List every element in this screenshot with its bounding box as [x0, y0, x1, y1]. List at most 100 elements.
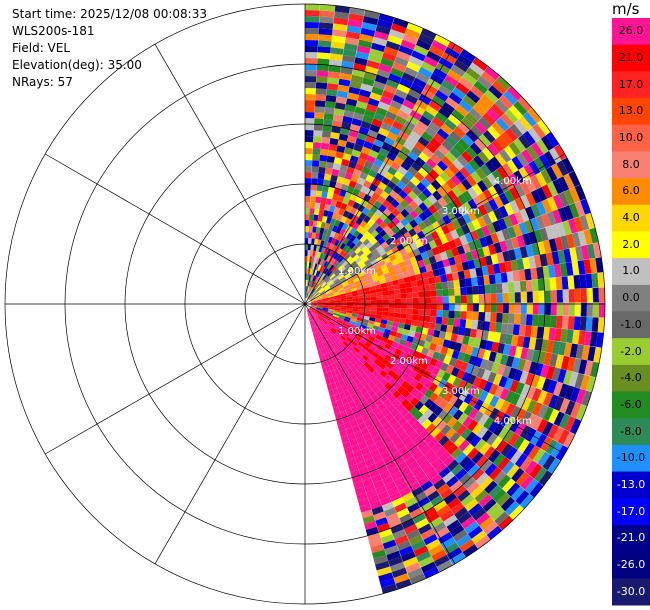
gate-cell: [402, 346, 410, 354]
gate-cell: [394, 293, 401, 299]
gate-cell: [416, 455, 428, 466]
gate-cell: [557, 429, 570, 445]
gate-cell: [454, 506, 469, 520]
gate-cell: [357, 374, 365, 383]
gate-cell: [376, 245, 384, 253]
gate-cell: [447, 374, 457, 385]
gate-cell: [362, 477, 374, 487]
gate-cell: [490, 293, 497, 303]
gate-cell: [327, 236, 334, 244]
gate-cell: [451, 109, 465, 122]
gate-cell: [393, 284, 400, 290]
gate-cell: [453, 254, 462, 265]
gate-cell: [381, 176, 391, 186]
gate-cell: [409, 573, 426, 585]
gate-cell: [358, 243, 366, 251]
azimuth-spoke: [45, 303, 306, 455]
gate-cell: [378, 147, 390, 157]
colorbar: [612, 18, 650, 606]
gate-cell: [416, 550, 432, 563]
gate-cell: [315, 309, 322, 313]
gate-cell: [522, 442, 535, 457]
gate-cell: [426, 183, 437, 195]
gate-cell: [320, 266, 326, 273]
gate-cell: [418, 376, 428, 386]
gate-cell: [325, 332, 331, 339]
gate-cell: [563, 370, 573, 385]
gate-cell: [305, 124, 314, 131]
gate-cell: [551, 163, 563, 179]
gate-cell: [478, 390, 489, 402]
gate-cell: [536, 376, 546, 390]
gate-cell: [525, 244, 534, 257]
gate-cell: [581, 390, 592, 407]
gate-cell: [536, 418, 549, 434]
gate-cell: [308, 274, 311, 281]
gate-cell: [333, 311, 340, 315]
gate-cell: [317, 239, 322, 246]
colorbar-swatch: [612, 124, 650, 152]
gate-cell: [383, 185, 393, 195]
gate-cell: [355, 319, 363, 325]
gate-cell: [331, 212, 339, 220]
gate-cell: [437, 197, 448, 208]
gate-cell: [367, 97, 380, 107]
gate-cell: [362, 77, 375, 87]
gate-cell: [466, 481, 480, 494]
gate-cell: [344, 446, 353, 455]
gate-cell: [337, 195, 345, 203]
gate-cell: [557, 368, 567, 384]
gate-cell: [522, 336, 531, 349]
gate-cell: [316, 306, 323, 309]
gate-cell: [376, 566, 392, 577]
gate-cell: [419, 459, 431, 471]
gate-cell: [310, 304, 317, 307]
gate-cell: [308, 315, 312, 322]
gate-cell: [308, 293, 312, 300]
gate-cell: [380, 450, 391, 460]
gate-cell: [459, 455, 472, 468]
gate-cell: [514, 422, 527, 436]
gate-cell: [364, 109, 376, 119]
gate-cell: [448, 163, 460, 175]
gate-cell: [373, 112, 385, 122]
gate-cell: [325, 339, 331, 346]
gate-cell: [473, 80, 488, 94]
gate-cell: [382, 116, 395, 126]
gate-cell: [382, 268, 390, 275]
gate-cell: [494, 152, 507, 167]
gate-cell: [439, 251, 448, 261]
gate-cell: [358, 300, 365, 304]
gate-cell: [352, 308, 359, 312]
gate-cell: [508, 105, 523, 120]
gate-cell: [415, 518, 429, 530]
gate-cell: [536, 138, 549, 154]
gate-cell: [328, 329, 335, 336]
gate-cell: [429, 137, 442, 149]
gate-cell: [356, 157, 367, 166]
gate-cell: [527, 127, 541, 142]
gate-cell: [312, 290, 318, 296]
gate-cell: [400, 208, 410, 218]
gate-cell: [379, 470, 391, 480]
gate-cell: [466, 311, 473, 320]
gate-cell: [494, 385, 504, 398]
gate-cell: [350, 392, 359, 401]
gate-cell: [394, 268, 403, 275]
gate-cell: [309, 296, 315, 301]
gate-cell: [384, 171, 394, 181]
gate-cell: [319, 322, 325, 328]
gate-cell: [406, 61, 421, 73]
gate-cell: [575, 246, 584, 261]
gate-cell: [327, 270, 333, 277]
gate-cell: [402, 329, 410, 336]
gate-cell: [453, 387, 463, 399]
gate-cell: [324, 222, 330, 230]
gate-cell: [375, 314, 383, 320]
gate-cell: [305, 136, 314, 143]
gate-cell: [523, 163, 536, 178]
gate-cell: [598, 287, 605, 303]
gate-cell: [418, 404, 429, 415]
gate-cell: [430, 309, 437, 317]
gate-cell: [403, 412, 414, 422]
